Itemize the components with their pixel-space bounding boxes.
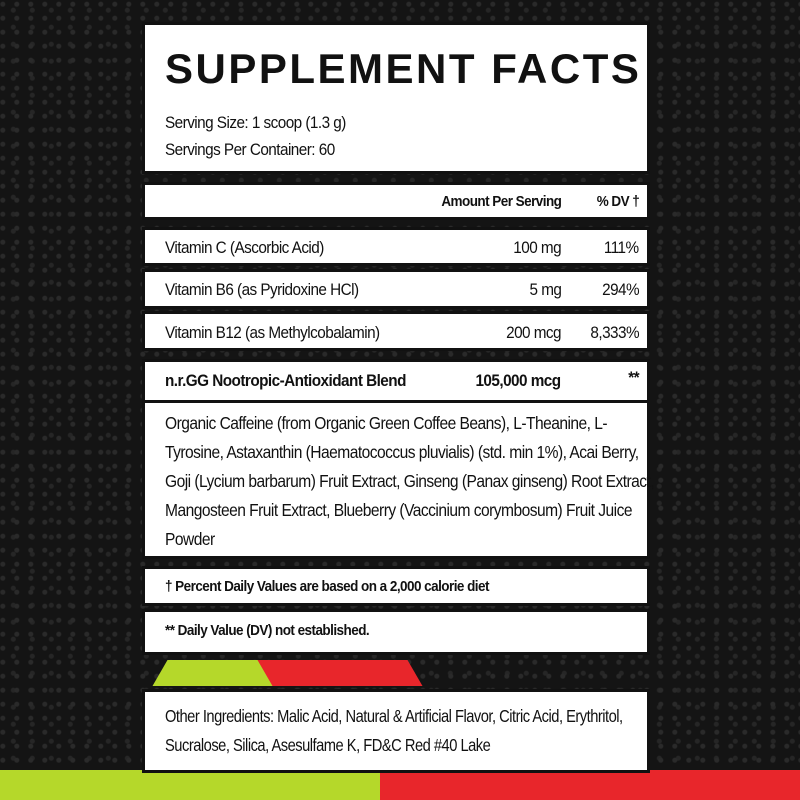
- footnote-dv-panel: † Percent Daily Values are based on a 2,…: [142, 566, 650, 606]
- footnote-dv: † Percent Daily Values are based on a 2,…: [165, 578, 489, 595]
- other-ingredients: Other Ingredients: Malic Acid, Natural &…: [165, 706, 623, 755]
- blend-row: n.r.GG Nootropic-Antioxidant Blend 105,0…: [142, 359, 650, 403]
- bottom-red: [380, 770, 800, 800]
- nutrient-amount: 200 mcg: [506, 323, 561, 342]
- amount-column-header: Amount Per Serving: [440, 193, 562, 210]
- blend-name: n.r.GG Nootropic-Antioxidant Blend: [165, 371, 406, 390]
- header-panel: SUPPLEMENT FACTS Serving Size: 1 scoop (…: [142, 22, 650, 174]
- nutrient-amount: 100 mg: [513, 238, 561, 257]
- nutrient-row: Vitamin B6 (as Pyridoxine HCl) 5 mg 294%: [142, 269, 650, 309]
- servings-per-container: Servings Per Container: 60: [165, 140, 335, 159]
- other-ingredients-panel: Other Ingredients: Malic Acid, Natural &…: [142, 689, 650, 773]
- blend-dv: **: [628, 368, 639, 387]
- dv-column-header: % DV †: [596, 193, 639, 210]
- blend-ingredients-panel: Organic Caffeine (from Organic Green Cof…: [142, 400, 655, 559]
- nutrient-name: Vitamin B12 (as Methylcobalamin): [165, 323, 380, 342]
- nutrient-row: Vitamin B12 (as Methylcobalamin) 200 mcg…: [142, 311, 650, 351]
- nutrient-name: Vitamin B6 (as Pyridoxine HCl): [165, 280, 359, 299]
- blend-amount: 105,000 mcg: [475, 371, 562, 390]
- nutrient-name: Vitamin C (Ascorbic Acid): [165, 238, 324, 257]
- nutrient-dv: 111%: [604, 238, 639, 257]
- page-title: SUPPLEMENT FACTS: [165, 45, 642, 92]
- nutrient-amount: 5 mg: [529, 280, 561, 299]
- serving-size: Serving Size: 1 scoop (1.3 g): [165, 113, 346, 132]
- nutrient-row: Vitamin C (Ascorbic Acid) 100 mg 111%: [142, 227, 650, 266]
- nutrient-dv: 8,333%: [590, 323, 639, 342]
- footnote-na: ** Daily Value (DV) not established.: [165, 622, 370, 639]
- red-stripe: [257, 660, 423, 686]
- nutrient-dv: 294%: [602, 280, 640, 299]
- blend-ingredients: Organic Caffeine (from Organic Green Cof…: [165, 413, 655, 549]
- footnote-na-panel: ** Daily Value (DV) not established.: [142, 609, 650, 655]
- column-header-row: Amount Per Serving % DV †: [142, 182, 650, 220]
